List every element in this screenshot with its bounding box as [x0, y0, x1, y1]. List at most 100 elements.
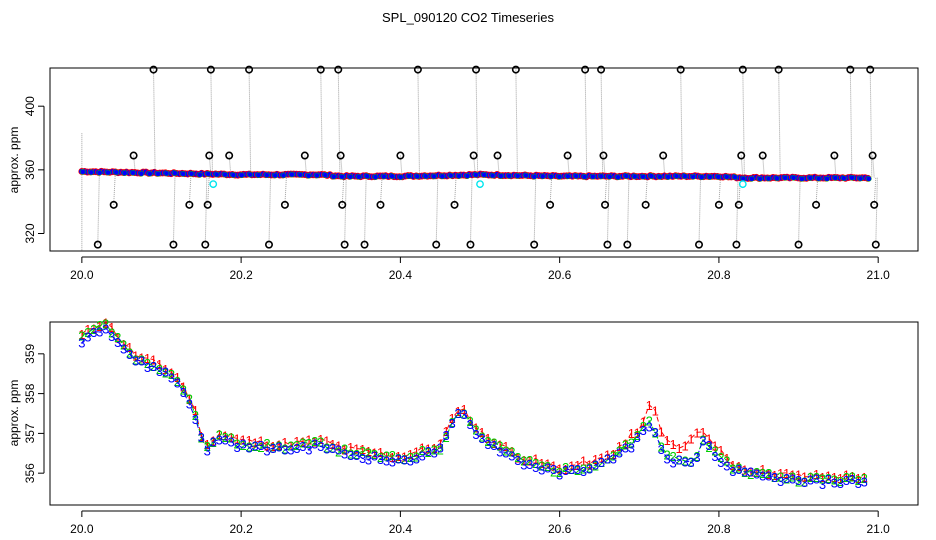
series-marker: 1 [855, 471, 862, 486]
spike-connector [172, 173, 176, 245]
series-marker: 1 [670, 437, 677, 452]
spike-connector [417, 69, 420, 176]
spike-point [623, 240, 632, 249]
baseline-point [590, 173, 596, 180]
baseline-point [682, 173, 688, 180]
series-marker: 2 [765, 466, 772, 481]
series-marker: 1 [861, 470, 868, 485]
series-marker: 1 [365, 444, 372, 459]
series-marker: 3 [634, 430, 641, 445]
series-marker: 1 [269, 439, 276, 454]
series-marker: 1 [251, 435, 258, 450]
series-marker: 3 [108, 329, 115, 344]
spike-connector [875, 177, 878, 245]
series-marker: 2 [359, 444, 366, 459]
series-marker: 2 [699, 433, 706, 448]
series-marker: 2 [150, 359, 157, 374]
baseline-point [230, 172, 237, 178]
series-marker: 1 [765, 467, 772, 482]
top-x-tick-label: 20.8 [707, 268, 731, 282]
series-marker: 1 [729, 458, 736, 473]
outlier-point [476, 180, 484, 189]
baseline-point [732, 174, 738, 181]
spike-connector [698, 176, 702, 245]
series-marker: 1 [425, 441, 432, 456]
spike-connector [567, 155, 570, 177]
series-marker: 1 [299, 434, 306, 449]
spike-point [738, 65, 747, 74]
baseline-point [447, 172, 454, 179]
series-marker: 2 [443, 430, 450, 445]
series-marker: 1 [443, 424, 450, 439]
spike-connector [815, 177, 819, 205]
spike-point [676, 65, 685, 74]
top-plot-frame [49, 67, 919, 252]
spike-point [714, 200, 723, 209]
series-marker: 1 [598, 450, 605, 465]
series-marker: 2 [257, 440, 264, 455]
series-marker: 2 [687, 454, 694, 469]
series-marker: 1 [658, 424, 665, 439]
series-marker: 1 [526, 453, 533, 468]
series-marker: 2 [735, 460, 742, 475]
series-marker: 3 [198, 430, 205, 445]
series-marker: 3 [299, 439, 306, 454]
series-marker: 3 [508, 449, 515, 464]
spike-point [169, 240, 178, 249]
baseline-point [431, 173, 437, 180]
series-marker: 3 [628, 441, 635, 456]
series-marker: 1 [180, 380, 187, 395]
baseline-point [506, 173, 513, 179]
series-marker: 3 [377, 452, 384, 467]
series-marker: 1 [753, 465, 760, 480]
baseline-point [765, 175, 772, 182]
series-marker: 2 [114, 330, 121, 345]
spike-connector [204, 173, 208, 245]
baseline-point [280, 172, 287, 179]
baseline-point [113, 169, 120, 176]
spike-connector [606, 176, 610, 245]
spike-connector [399, 155, 403, 177]
series-marker: 2 [293, 438, 300, 453]
top-x-tick-label: 21.0 [867, 268, 891, 282]
series-marker: 1 [395, 449, 402, 464]
series-marker: 3 [837, 476, 844, 491]
bottom-x-tick-label: 20.6 [548, 522, 572, 536]
series-marker: 1 [466, 413, 473, 428]
spike-connector [248, 69, 252, 175]
baseline-point [322, 172, 329, 178]
series-marker: 1 [622, 436, 629, 451]
series-marker: 2 [693, 449, 700, 464]
spike-connector [762, 155, 765, 178]
series-marker: 1 [807, 470, 814, 485]
baseline-point [96, 169, 103, 176]
series-marker: 3 [365, 452, 372, 467]
spike-point [466, 240, 475, 249]
spike-connector [626, 176, 630, 245]
baseline-point [849, 174, 855, 181]
series-marker: 3 [574, 462, 581, 477]
spike-connector [833, 155, 837, 178]
baseline-point [840, 175, 847, 182]
top-x-tick-label: 20.4 [389, 268, 413, 282]
series-marker: 1 [311, 435, 318, 450]
series-marker: 3 [723, 459, 730, 474]
series-marker: 1 [335, 438, 342, 453]
spike-point [830, 151, 839, 160]
spike-connector [475, 69, 479, 175]
series-marker: 2 [365, 445, 372, 460]
series-marker: 3 [777, 474, 784, 489]
outlier-point [738, 180, 747, 189]
spike-connector [604, 176, 608, 205]
baseline-point [330, 173, 337, 180]
series-marker: 2 [592, 458, 599, 473]
top-y-tick-label: 400 [23, 96, 37, 116]
series-marker: 3 [401, 452, 408, 467]
series-marker: 3 [604, 452, 611, 467]
spike-point [109, 200, 118, 209]
spike-connector [454, 175, 457, 205]
baseline-point [673, 173, 680, 180]
series-marker: 3 [484, 437, 491, 452]
baseline-point [355, 173, 362, 180]
series-marker: 3 [699, 433, 706, 448]
